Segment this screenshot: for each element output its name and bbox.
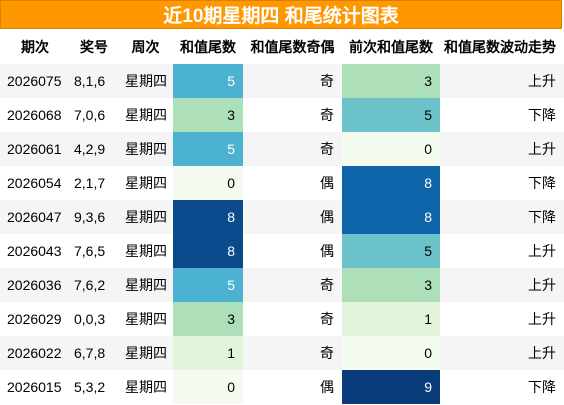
header-prev-sum-tail: 前次和值尾数 [342, 30, 440, 64]
table-row: 2026047 9,3,6 星期四 8 偶 8 下降 [0, 200, 564, 234]
cell-week: 星期四 [118, 302, 173, 336]
header-week: 周次 [118, 30, 173, 64]
cell-prize: 2,1,7 [70, 166, 118, 200]
cell-odd-even: 奇 [243, 132, 342, 166]
cell-sum-tail: 5 [173, 268, 243, 302]
cell-prize: 7,6,2 [70, 268, 118, 302]
cell-odd-even: 偶 [243, 166, 342, 200]
header-row: 期次 奖号 周次 和值尾数 和值尾数奇偶 前次和值尾数 和值尾数波动走势 [0, 30, 564, 64]
cell-period: 2026022 [0, 336, 70, 370]
cell-period: 2026043 [0, 234, 70, 268]
table-row: 2026043 7,6,5 星期四 8 偶 5 上升 [0, 234, 564, 268]
cell-trend: 下降 [440, 370, 564, 404]
cell-odd-even: 偶 [243, 370, 342, 404]
cell-period: 2026054 [0, 166, 70, 200]
cell-week: 星期四 [118, 200, 173, 234]
cell-prev-sum-tail: 9 [342, 370, 440, 404]
table-row: 2026061 4,2,9 星期四 5 奇 0 上升 [0, 132, 564, 166]
cell-trend: 下降 [440, 166, 564, 200]
cell-sum-tail: 5 [173, 64, 243, 98]
cell-prize: 9,3,6 [70, 200, 118, 234]
cell-prev-sum-tail: 5 [342, 98, 440, 132]
cell-odd-even: 奇 [243, 336, 342, 370]
cell-sum-tail: 0 [173, 370, 243, 404]
cell-prev-sum-tail: 3 [342, 268, 440, 302]
cell-sum-tail: 3 [173, 302, 243, 336]
cell-prev-sum-tail: 5 [342, 234, 440, 268]
cell-prize: 8,1,6 [70, 64, 118, 98]
cell-period: 2026068 [0, 98, 70, 132]
cell-week: 星期四 [118, 132, 173, 166]
cell-trend: 上升 [440, 234, 564, 268]
cell-trend: 上升 [440, 268, 564, 302]
cell-trend: 上升 [440, 64, 564, 98]
cell-sum-tail: 1 [173, 336, 243, 370]
cell-prize: 5,3,2 [70, 370, 118, 404]
header-odd-even: 和值尾数奇偶 [243, 30, 342, 64]
cell-odd-even: 奇 [243, 64, 342, 98]
table-row: 2026022 6,7,8 星期四 1 奇 0 上升 [0, 336, 564, 370]
table-row: 2026015 5,3,2 星期四 0 偶 9 下降 [0, 370, 564, 404]
cell-sum-tail: 3 [173, 98, 243, 132]
sum-tail-table: 期次 奖号 周次 和值尾数 和值尾数奇偶 前次和值尾数 和值尾数波动走势 202… [0, 30, 564, 404]
cell-prize: 4,2,9 [70, 132, 118, 166]
table-body: 2026075 8,1,6 星期四 5 奇 3 上升 2026068 7,0,6 星期四 3 奇 5 下降… [0, 64, 564, 404]
cell-prev-sum-tail: 8 [342, 166, 440, 200]
cell-sum-tail: 8 [173, 234, 243, 268]
header-trend: 和值尾数波动走势 [440, 30, 564, 64]
cell-prev-sum-tail: 0 [342, 132, 440, 166]
cell-week: 星期四 [118, 234, 173, 268]
header-sum-tail: 和值尾数 [173, 30, 243, 64]
cell-week: 星期四 [118, 268, 173, 302]
cell-sum-tail: 8 [173, 200, 243, 234]
cell-week: 星期四 [118, 336, 173, 370]
cell-period: 2026015 [0, 370, 70, 404]
cell-prize: 7,0,6 [70, 98, 118, 132]
cell-trend: 下降 [440, 98, 564, 132]
cell-sum-tail: 5 [173, 132, 243, 166]
cell-trend: 上升 [440, 302, 564, 336]
cell-odd-even: 偶 [243, 200, 342, 234]
table-row: 2026036 7,6,2 星期四 5 奇 3 上升 [0, 268, 564, 302]
cell-odd-even: 奇 [243, 98, 342, 132]
header-period: 期次 [0, 30, 70, 64]
cell-period: 2026047 [0, 200, 70, 234]
cell-odd-even: 偶 [243, 234, 342, 268]
cell-period: 2026036 [0, 268, 70, 302]
cell-week: 星期四 [118, 166, 173, 200]
cell-week: 星期四 [118, 370, 173, 404]
cell-prev-sum-tail: 0 [342, 336, 440, 370]
cell-period: 2026061 [0, 132, 70, 166]
cell-week: 星期四 [118, 98, 173, 132]
table-row: 2026075 8,1,6 星期四 5 奇 3 上升 [0, 64, 564, 98]
cell-period: 2026029 [0, 302, 70, 336]
cell-period: 2026075 [0, 64, 70, 98]
cell-trend: 下降 [440, 200, 564, 234]
cell-trend: 上升 [440, 132, 564, 166]
table-row: 2026029 0,0,3 星期四 3 奇 1 上升 [0, 302, 564, 336]
cell-trend: 上升 [440, 336, 564, 370]
cell-sum-tail: 0 [173, 166, 243, 200]
table-row: 2026054 2,1,7 星期四 0 偶 8 下降 [0, 166, 564, 200]
cell-prize: 0,0,3 [70, 302, 118, 336]
cell-week: 星期四 [118, 64, 173, 98]
cell-odd-even: 奇 [243, 302, 342, 336]
header-prize: 奖号 [70, 30, 118, 64]
cell-odd-even: 奇 [243, 268, 342, 302]
cell-prize: 6,7,8 [70, 336, 118, 370]
cell-prev-sum-tail: 1 [342, 302, 440, 336]
cell-prize: 7,6,5 [70, 234, 118, 268]
cell-prev-sum-tail: 8 [342, 200, 440, 234]
table-row: 2026068 7,0,6 星期四 3 奇 5 下降 [0, 98, 564, 132]
cell-prev-sum-tail: 3 [342, 64, 440, 98]
chart-title: 近10期星期四 和尾统计图表 [0, 0, 562, 29]
